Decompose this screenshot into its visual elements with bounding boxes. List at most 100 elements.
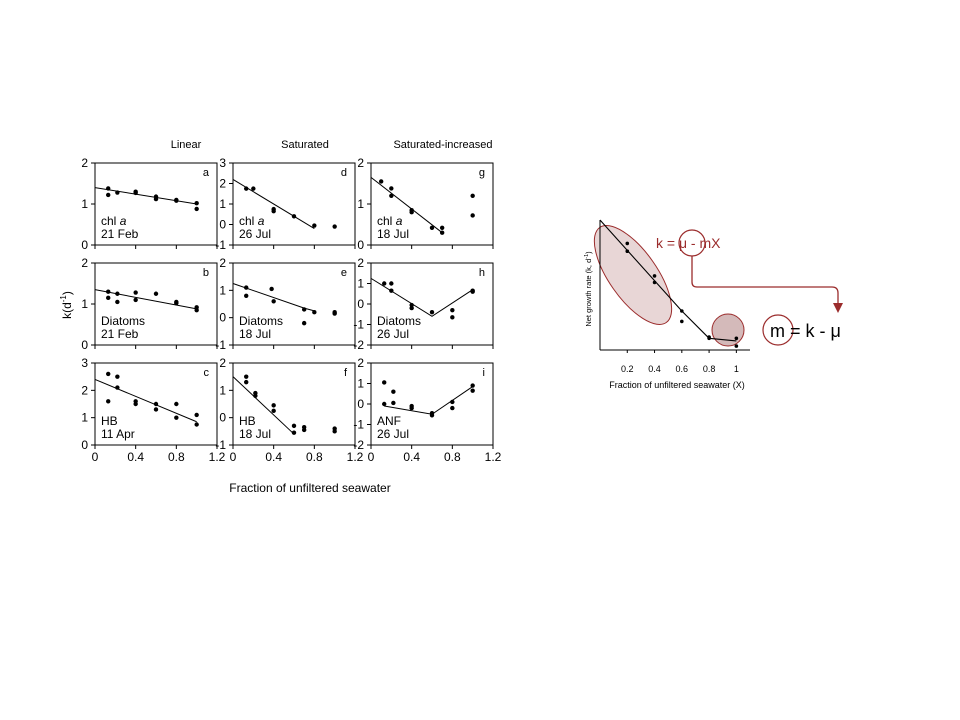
data-point [301,307,307,312]
y-tick-label: 0 [357,238,364,252]
data-point [244,285,249,290]
data-point [174,401,179,407]
y-tick-label: -1 [353,318,364,332]
highlight-circle-m [762,314,794,346]
panel-letter-a: a [203,167,210,179]
y-tick-label: 2 [219,356,226,370]
schematic-y-axis-label-text: Net growth rate (k, d [584,259,593,327]
data-point [291,214,297,219]
panel-label-line: 21 Feb [101,227,139,241]
data-point [244,186,249,191]
panel-label-line: Diatoms [239,314,283,328]
data-point [133,290,138,295]
equation-k-mu-mx: k = μ - mX [656,235,721,251]
data-point [271,299,276,304]
panel-letter-i: i [483,367,485,379]
data-point [153,407,159,412]
y-tick-label: 0 [219,311,226,325]
data-point [470,383,475,388]
panel-label-line: chl a [377,214,403,228]
schematic-y-axis-label-sup: -1 [584,254,590,259]
panel-label-line: HB [239,414,256,428]
schematic-data-point [680,309,684,313]
y-tick-label: 1 [357,277,364,291]
y-tick-label: 2 [219,256,226,270]
data-point [271,208,276,214]
fit-line-i [384,386,473,415]
x-tick-label: 0 [368,450,375,464]
y-tick-label: -1 [215,338,226,352]
panel-frame-c [94,362,218,446]
schematic-y-axis-label-end: ) [584,251,593,254]
x-tick-label: 0.4 [403,450,420,464]
y-tick-label: -2 [353,438,364,452]
panel-letter-f: f [344,367,348,379]
panel-label-italic: a [258,214,265,228]
panel-label-line: 26 Jul [377,427,409,441]
data-point [389,193,394,198]
x-tick-label: 1.2 [485,450,502,464]
data-point [133,297,138,303]
data-point [332,311,337,316]
y-tick-label: 2 [81,156,88,170]
panel-letter-c: c [204,367,210,379]
x-tick-label: 1.2 [209,450,226,464]
data-point [115,385,120,390]
y-tick-label: 1 [81,411,88,425]
data-point [382,281,387,286]
data-point [312,310,317,315]
panel-label-line: Diatoms [377,314,421,328]
panel-letter-b: b [203,267,209,279]
panel-label-italic: a [396,214,403,228]
data-point [115,190,120,195]
data-point [429,413,435,418]
schematic-data-point [625,241,630,246]
data-point [244,293,249,298]
y-tick-label: 1 [357,377,364,391]
data-point [429,310,435,315]
data-point [174,415,179,420]
data-point [470,289,475,294]
data-point [194,307,199,313]
panel-label-line: 11 Apr [101,427,135,441]
y-tick-label: 2 [357,256,364,270]
data-point [391,389,396,394]
schematic-data-point [652,274,657,278]
data-point [153,196,159,202]
data-point [106,295,111,301]
y-tick-label: 0 [357,297,364,311]
x-tick-label: 0 [230,450,237,464]
data-point [174,300,179,306]
data-point [450,405,455,411]
data-point [409,302,414,308]
y-tick-label: 2 [357,156,364,170]
data-point [439,230,445,235]
y-tick-label: 3 [81,356,88,370]
panel-label-text: chl [377,214,396,228]
data-point [470,388,475,393]
data-point [106,371,111,377]
panel-label-line: 18 Jul [239,427,271,441]
data-point [106,289,111,294]
y-tick-label: -1 [353,418,364,432]
schematic-x-tick-label: 0.8 [703,364,716,374]
panel-letter-h: h [479,267,485,279]
panel-g: 0 1 2 g chl a18 Jul [357,156,494,252]
data-point [194,412,199,418]
data-point [153,291,159,296]
panel-label-line: chl a [101,214,127,228]
data-point [269,286,274,292]
panel-label-italic: a [120,214,127,228]
data-point [115,374,120,379]
shared-x-axis-label: Fraction of unfiltered seawater [229,481,390,495]
panel-frame-e [232,262,356,346]
y-tick-label: 3 [219,156,226,170]
panel-label-line: 21 Feb [101,327,139,341]
data-point [450,307,455,313]
data-point [389,186,394,191]
panel-label-text: chl [239,214,258,228]
data-point [253,393,258,398]
data-point [409,210,414,215]
